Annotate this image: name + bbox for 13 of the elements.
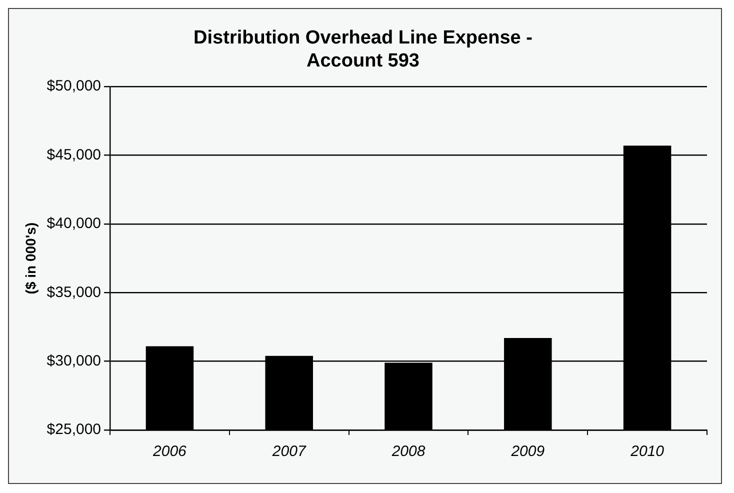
x-tick-label: 2009	[510, 443, 546, 460]
x-tick-label: 2010	[630, 443, 665, 460]
y-tick-label: $35,000	[46, 284, 102, 301]
y-tick-label: $45,000	[46, 146, 102, 164]
x-tick-label: 2006	[152, 443, 188, 460]
y-axis-title: ($ in 000's)	[22, 222, 38, 294]
x-tick-label: 2007	[271, 443, 306, 460]
x-tick-label: 2008	[390, 443, 426, 460]
chart-title: Distribution Overhead Line Expense - Account 593	[194, 28, 532, 72]
y-tick-label: $30,000	[46, 352, 102, 370]
y-tick-label: $40,000	[46, 215, 102, 232]
y-tick-label: $50,000	[46, 78, 102, 95]
y-tick-label: $25,000	[46, 421, 102, 438]
